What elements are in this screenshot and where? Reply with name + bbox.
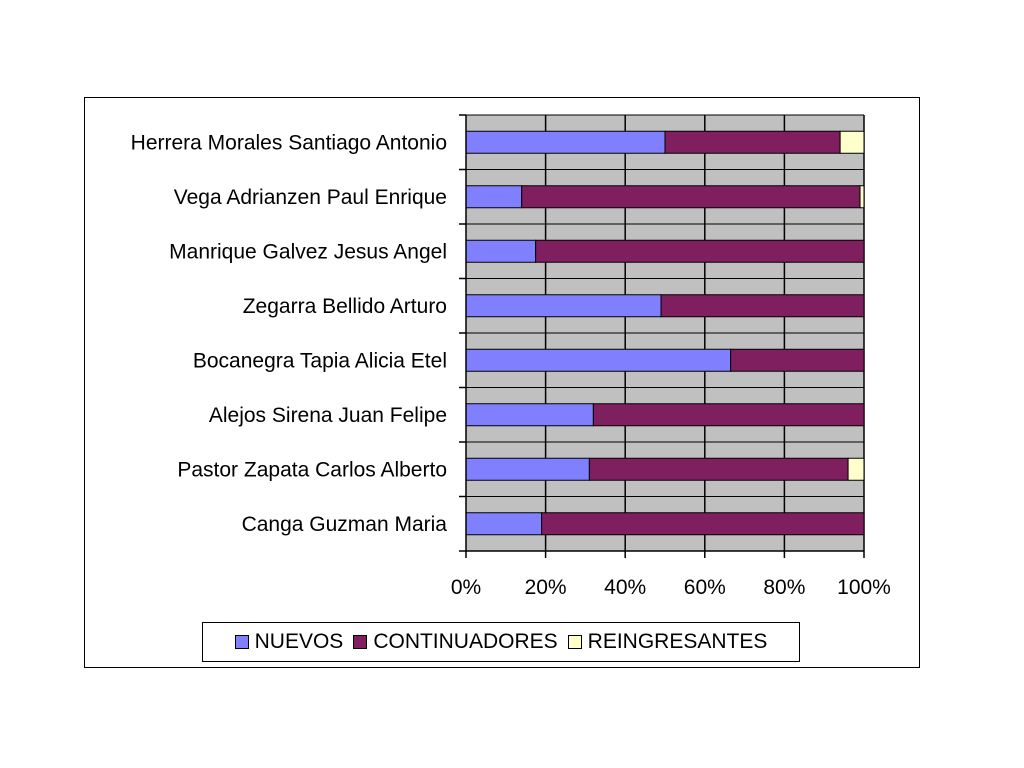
bar-segment-continuadores — [664, 130, 841, 154]
category-label: Alejos Sirena Juan Felipe — [209, 404, 447, 427]
bar-segment-continuadores — [535, 239, 865, 263]
legend-label-reingresantes: REINGRESANTES — [587, 630, 768, 653]
bar-segment-continuadores — [541, 512, 865, 536]
bar-segment-continuadores — [592, 403, 865, 427]
bar-segment-reingresantes — [859, 185, 865, 209]
bar-segment-nuevos — [465, 130, 666, 154]
category-label: Canga Guzman Maria — [242, 513, 448, 536]
bar-segment-reingresantes — [847, 457, 865, 481]
category-label: Bocanegra Tapia Alicia Etel — [193, 349, 447, 372]
category-labels: Herrera Morales Santiago Antonio Vega Adr… — [131, 131, 448, 536]
bar-segment-nuevos — [465, 294, 662, 318]
bar-segment-nuevos — [465, 239, 537, 263]
bar-segment-continuadores — [660, 294, 865, 318]
axes — [459, 114, 865, 558]
legend-swatch-nuevos — [234, 635, 249, 649]
category-label: Vega Adrianzen Paul Enrique — [174, 186, 447, 209]
x-tick-label: 100% — [837, 576, 891, 599]
legend-item-nuevos: NUEVOS — [234, 630, 344, 654]
legend-label-nuevos: NUEVOS — [254, 630, 344, 653]
category-label: Manrique Galvez Jesus Angel — [169, 240, 447, 263]
bar-segment-nuevos — [465, 512, 543, 536]
bar-segment-continuadores — [521, 185, 861, 209]
legend-item-reingresantes: REINGRESANTES — [567, 630, 768, 654]
bars — [465, 130, 865, 536]
bar-segment-nuevos — [465, 457, 590, 481]
category-label: Herrera Morales Santiago Antonio — [131, 131, 447, 154]
bar-segment-reingresantes — [839, 130, 865, 154]
x-tick-label: 0% — [451, 576, 481, 599]
bar-segment-nuevos — [465, 348, 732, 372]
legend: NUEVOS CONTINUADORES REINGRESANTES — [202, 622, 800, 662]
bar-segment-continuadores — [730, 348, 865, 372]
x-tick-label: 20% — [525, 576, 567, 599]
x-tick-label: 60% — [684, 576, 726, 599]
legend-swatch-reingresantes — [567, 635, 582, 649]
category-label: Pastor Zapata Carlos Alberto — [177, 458, 447, 481]
x-tick-label: 80% — [763, 576, 805, 599]
x-tick-labels: 0% 20% 40% 60% 80% 100% — [451, 576, 891, 599]
x-tick-label: 40% — [604, 576, 646, 599]
bar-segment-nuevos — [465, 185, 523, 209]
legend-label-continuadores: CONTINUADORES — [373, 630, 558, 653]
legend-item-continuadores: CONTINUADORES — [353, 630, 558, 654]
bar-segment-nuevos — [465, 403, 594, 427]
legend-swatch-continuadores — [353, 635, 368, 649]
bar-segment-continuadores — [588, 457, 849, 481]
category-label: Zegarra Bellido Arturo — [243, 295, 447, 318]
